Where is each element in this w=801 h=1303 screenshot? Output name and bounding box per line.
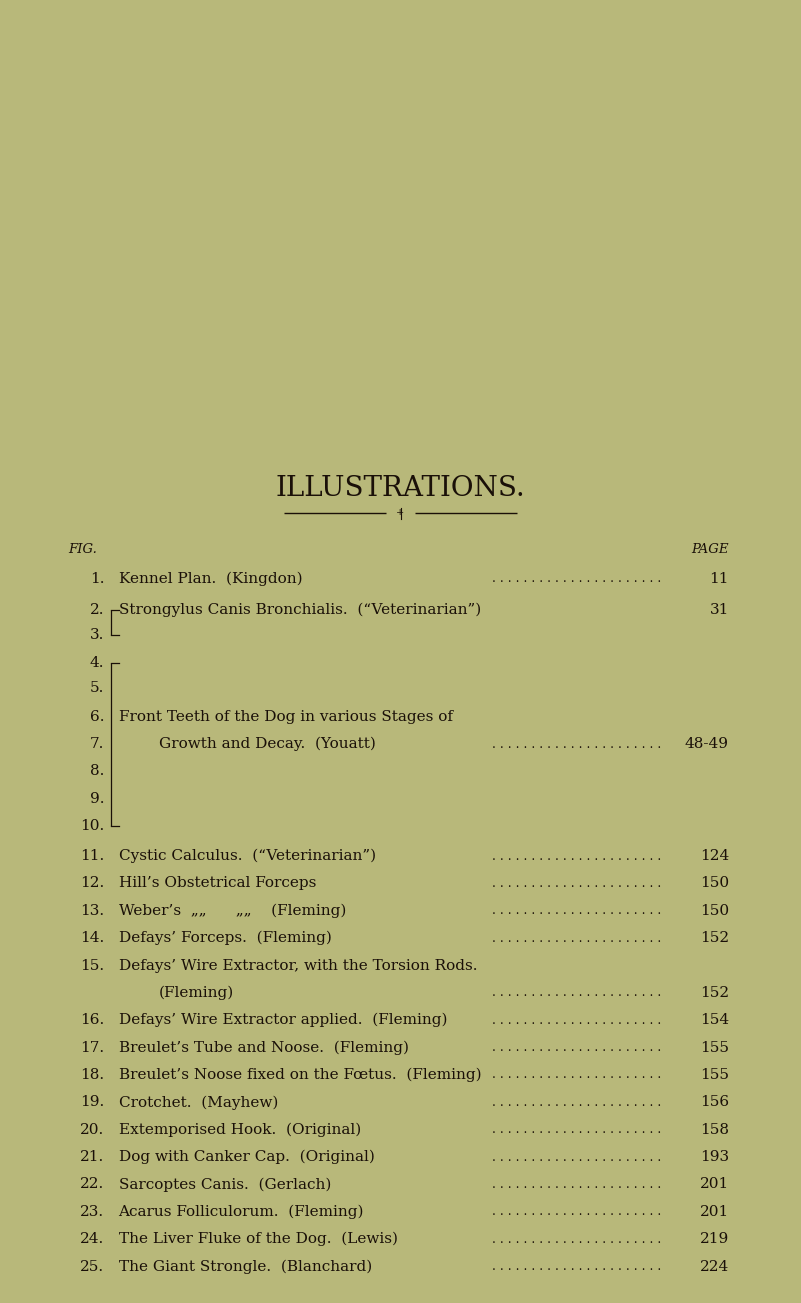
Text: 158: 158 (700, 1123, 729, 1136)
Text: 15.: 15. (80, 959, 104, 972)
Text: 8.: 8. (90, 765, 104, 778)
Text: 155: 155 (700, 1041, 729, 1054)
Text: 24.: 24. (80, 1233, 104, 1246)
Text: Strongylus Canis Bronchialis.  (“Veterinarian”): Strongylus Canis Bronchialis. (“Veterina… (119, 602, 481, 618)
Text: The Liver Fluke of the Dog.  (Lewis): The Liver Fluke of the Dog. (Lewis) (119, 1231, 397, 1247)
Text: Growth and Decay.  (Youatt): Growth and Decay. (Youatt) (159, 736, 376, 752)
Text: . . . . . . . . . . . . . . . . . . . . . .: . . . . . . . . . . . . . . . . . . . . … (492, 986, 662, 999)
Text: 6.: 6. (90, 710, 104, 723)
Text: (Fleming): (Fleming) (159, 985, 234, 1001)
Text: FIG.: FIG. (68, 543, 97, 556)
Text: 193: 193 (700, 1151, 729, 1164)
Text: Defays’ Wire Extractor applied.  (Fleming): Defays’ Wire Extractor applied. (Fleming… (119, 1012, 447, 1028)
Text: . . . . . . . . . . . . . . . . . . . . . .: . . . . . . . . . . . . . . . . . . . . … (492, 1205, 662, 1218)
Text: 156: 156 (700, 1096, 729, 1109)
Text: Kennel Plan.  (Kingdon): Kennel Plan. (Kingdon) (119, 571, 302, 586)
Text: 11.: 11. (80, 850, 104, 863)
Text: Defays’ Wire Extractor, with the Torsion Rods.: Defays’ Wire Extractor, with the Torsion… (119, 959, 477, 972)
Text: 150: 150 (700, 904, 729, 917)
Text: . . . . . . . . . . . . . . . . . . . . . .: . . . . . . . . . . . . . . . . . . . . … (492, 877, 662, 890)
Text: Breulet’s Tube and Noose.  (Fleming): Breulet’s Tube and Noose. (Fleming) (119, 1040, 409, 1055)
Text: 150: 150 (700, 877, 729, 890)
Text: 155: 155 (700, 1068, 729, 1081)
Text: 21.: 21. (80, 1151, 104, 1164)
Text: 18.: 18. (80, 1068, 104, 1081)
Text: . . . . . . . . . . . . . . . . . . . . . .: . . . . . . . . . . . . . . . . . . . . … (492, 1178, 662, 1191)
Text: Defays’ Forceps.  (Fleming): Defays’ Forceps. (Fleming) (119, 930, 332, 946)
Text: 152: 152 (700, 932, 729, 945)
Text: 154: 154 (700, 1014, 729, 1027)
Text: 13.: 13. (80, 904, 104, 917)
Text: 4.: 4. (90, 657, 104, 670)
Text: 224: 224 (699, 1260, 729, 1273)
Text: Acarus Folliculorum.  (Fleming): Acarus Folliculorum. (Fleming) (119, 1204, 364, 1220)
Text: Front Teeth of the Dog in various Stages of: Front Teeth of the Dog in various Stages… (119, 710, 453, 723)
Text: The Giant Strongle.  (Blanchard): The Giant Strongle. (Blanchard) (119, 1259, 372, 1274)
Text: 48-49: 48-49 (685, 737, 729, 751)
Text: 20.: 20. (80, 1123, 104, 1136)
Text: Hill’s Obstetrical Forceps: Hill’s Obstetrical Forceps (119, 877, 316, 890)
Text: . . . . . . . . . . . . . . . . . . . . . .: . . . . . . . . . . . . . . . . . . . . … (492, 904, 662, 917)
Text: +: + (396, 508, 405, 516)
Text: Breulet’s Noose fixed on the Fœtus.  (Fleming): Breulet’s Noose fixed on the Fœtus. (Fle… (119, 1067, 481, 1083)
Text: Weber’s  „„      „„    (Fleming): Weber’s „„ „„ (Fleming) (119, 903, 346, 919)
Text: ILLUSTRATIONS.: ILLUSTRATIONS. (276, 476, 525, 502)
Text: PAGE: PAGE (691, 543, 729, 556)
Text: 22.: 22. (80, 1178, 104, 1191)
Text: 25.: 25. (80, 1260, 104, 1273)
Text: Cystic Calculus.  (“Veterinarian”): Cystic Calculus. (“Veterinarian”) (119, 848, 376, 864)
Text: . . . . . . . . . . . . . . . . . . . . . .: . . . . . . . . . . . . . . . . . . . . … (492, 1260, 662, 1273)
Text: . . . . . . . . . . . . . . . . . . . . . .: . . . . . . . . . . . . . . . . . . . . … (492, 1151, 662, 1164)
Text: . . . . . . . . . . . . . . . . . . . . . .: . . . . . . . . . . . . . . . . . . . . … (492, 1068, 662, 1081)
Text: 219: 219 (699, 1233, 729, 1246)
Text: 1.: 1. (90, 572, 104, 585)
Text: 31: 31 (710, 603, 729, 616)
Text: 3.: 3. (90, 628, 104, 641)
Text: 9.: 9. (90, 792, 104, 805)
Text: 23.: 23. (80, 1205, 104, 1218)
Text: 19.: 19. (80, 1096, 104, 1109)
Text: Dog with Canker Cap.  (Original): Dog with Canker Cap. (Original) (119, 1149, 374, 1165)
Text: 14.: 14. (80, 932, 104, 945)
Text: . . . . . . . . . . . . . . . . . . . . . .: . . . . . . . . . . . . . . . . . . . . … (492, 1014, 662, 1027)
Text: 201: 201 (699, 1205, 729, 1218)
Text: 5.: 5. (90, 681, 104, 694)
Text: 124: 124 (699, 850, 729, 863)
Text: 7.: 7. (90, 737, 104, 751)
Text: 11: 11 (710, 572, 729, 585)
Text: Crotchet.  (Mayhew): Crotchet. (Mayhew) (119, 1095, 278, 1110)
Text: . . . . . . . . . . . . . . . . . . . . . .: . . . . . . . . . . . . . . . . . . . . … (492, 1233, 662, 1246)
Text: 2.: 2. (90, 603, 104, 616)
Text: 152: 152 (700, 986, 729, 999)
Text: . . . . . . . . . . . . . . . . . . . . . .: . . . . . . . . . . . . . . . . . . . . … (492, 572, 662, 585)
Text: . . . . . . . . . . . . . . . . . . . . . .: . . . . . . . . . . . . . . . . . . . . … (492, 1096, 662, 1109)
Text: 10.: 10. (80, 820, 104, 833)
Text: . . . . . . . . . . . . . . . . . . . . . .: . . . . . . . . . . . . . . . . . . . . … (492, 850, 662, 863)
Text: Sarcoptes Canis.  (Gerlach): Sarcoptes Canis. (Gerlach) (119, 1177, 331, 1192)
Text: . . . . . . . . . . . . . . . . . . . . . .: . . . . . . . . . . . . . . . . . . . . … (492, 1123, 662, 1136)
Text: 12.: 12. (80, 877, 104, 890)
Text: 201: 201 (699, 1178, 729, 1191)
Text: 16.: 16. (80, 1014, 104, 1027)
Text: Extemporised Hook.  (Original): Extemporised Hook. (Original) (119, 1122, 360, 1138)
Text: . . . . . . . . . . . . . . . . . . . . . .: . . . . . . . . . . . . . . . . . . . . … (492, 932, 662, 945)
Text: 17.: 17. (80, 1041, 104, 1054)
Text: . . . . . . . . . . . . . . . . . . . . . .: . . . . . . . . . . . . . . . . . . . . … (492, 737, 662, 751)
Text: . . . . . . . . . . . . . . . . . . . . . .: . . . . . . . . . . . . . . . . . . . . … (492, 1041, 662, 1054)
